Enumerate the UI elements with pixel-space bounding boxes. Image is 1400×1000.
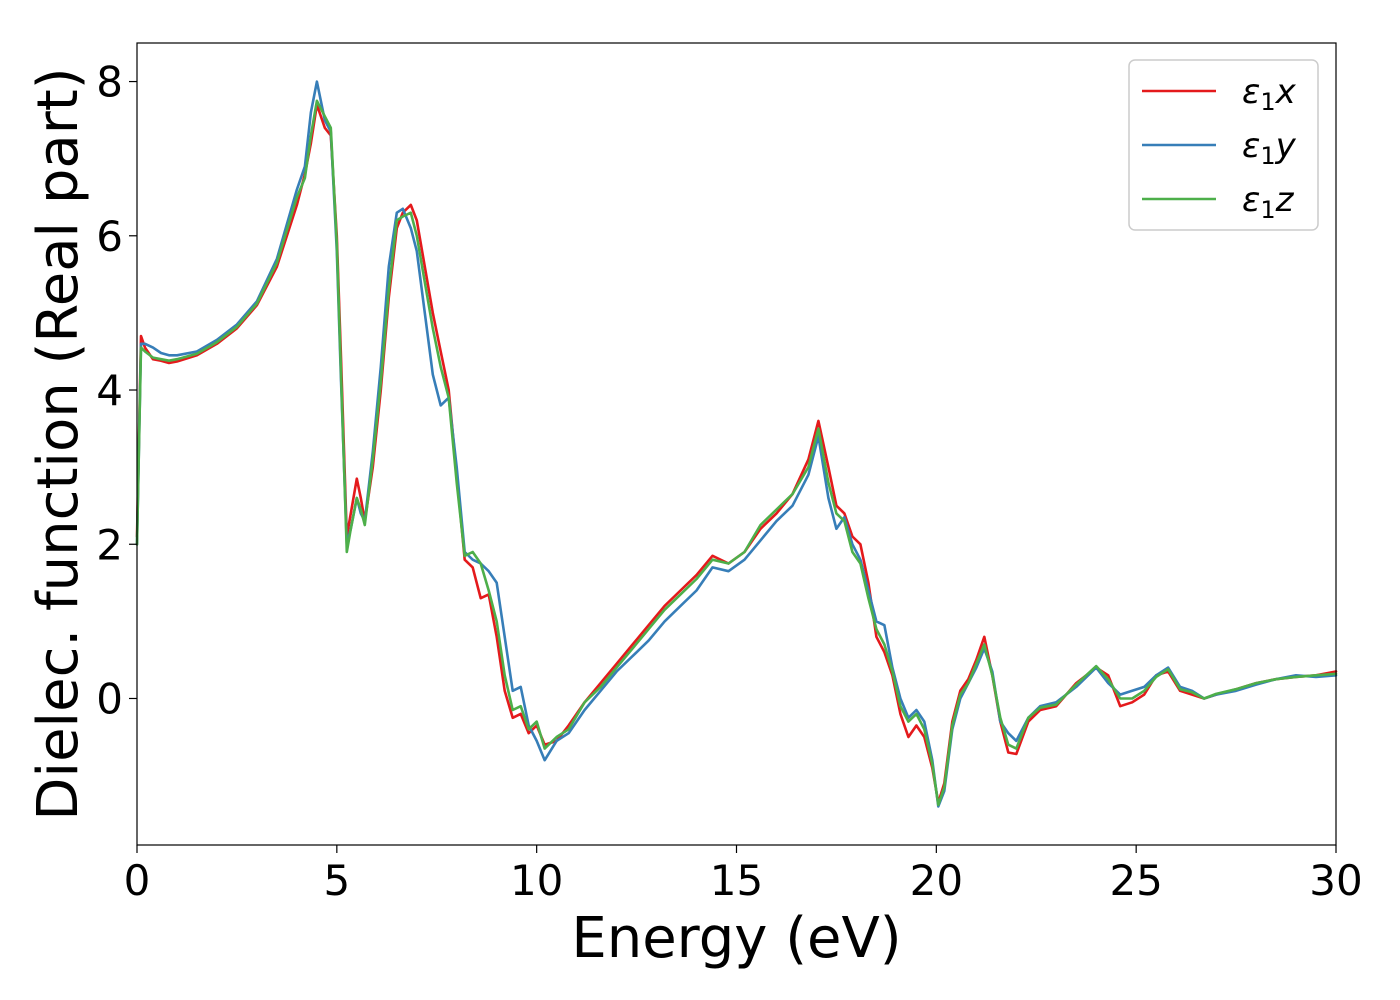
- y-tick-label: 2: [96, 520, 123, 569]
- y-tick-label: 0: [96, 674, 123, 723]
- x-tick-label: 20: [910, 856, 963, 905]
- legend-label-x: ε1x: [1242, 72, 1297, 116]
- y-tick-label: 8: [96, 58, 123, 107]
- y-axis: 0 2 4 6 8: [96, 58, 137, 723]
- x-tick-label: 25: [1109, 856, 1162, 905]
- legend-label-z: ε1z: [1242, 180, 1295, 224]
- y-tick-label: 6: [96, 212, 123, 261]
- x-tick-label: 10: [510, 856, 563, 905]
- x-tick-label: 0: [124, 856, 151, 905]
- x-tick-label: 15: [710, 856, 763, 905]
- y-axis-label: Dielec. function (Real part): [26, 67, 91, 820]
- x-axis-label: Energy (eV): [571, 906, 901, 971]
- series-layer: [135, 80, 1338, 808]
- x-axis: 0 5 10 15 20 25 30: [124, 845, 1363, 905]
- legend-frame: [1128, 59, 1319, 231]
- x-tick-label: 30: [1309, 856, 1362, 905]
- legend: ε1x ε1y ε1z: [1128, 59, 1319, 231]
- series-line-z: [135, 99, 1338, 807]
- legend-label-y: ε1y: [1242, 126, 1297, 170]
- x-tick-label: 5: [323, 856, 350, 905]
- y-tick-label: 4: [96, 366, 123, 415]
